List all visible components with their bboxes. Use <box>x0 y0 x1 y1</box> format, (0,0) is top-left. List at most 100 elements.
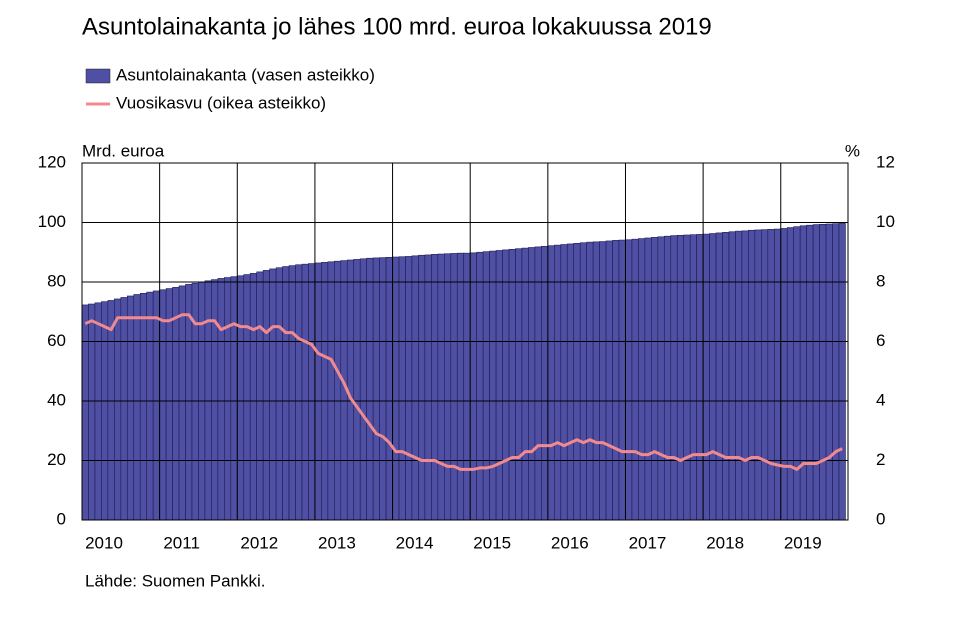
bar <box>586 241 594 521</box>
bar <box>469 252 477 521</box>
x-tick-label: 2014 <box>396 533 434 552</box>
bar <box>579 242 587 521</box>
y2-tick-label: 10 <box>876 212 895 231</box>
y-tick-label: 120 <box>38 152 66 171</box>
bar <box>366 257 374 521</box>
bar <box>372 257 380 521</box>
bar <box>405 256 413 521</box>
bar <box>107 300 115 521</box>
bar <box>282 266 290 521</box>
bar <box>444 253 452 521</box>
bar <box>644 237 652 521</box>
bar <box>94 302 102 521</box>
bar <box>689 234 697 521</box>
bar <box>398 256 406 521</box>
bar <box>411 255 419 521</box>
bar <box>230 276 238 521</box>
bar <box>262 270 270 521</box>
y2-tick-label: 4 <box>876 390 885 409</box>
y-axis-label: Mrd. euroa <box>82 141 165 160</box>
bar <box>463 252 471 521</box>
bar <box>392 256 400 521</box>
y-tick-label: 100 <box>38 212 66 231</box>
x-tick-label: 2019 <box>784 533 822 552</box>
y2-tick-label: 8 <box>876 271 885 290</box>
bar <box>728 231 736 521</box>
bar <box>819 223 827 521</box>
bar <box>651 237 659 521</box>
bar <box>456 252 465 521</box>
bar <box>592 241 600 521</box>
bar <box>773 228 782 521</box>
bar <box>528 247 536 521</box>
bar <box>605 240 613 521</box>
bar <box>657 236 665 521</box>
bar <box>541 246 549 521</box>
y-tick-label: 20 <box>47 450 66 469</box>
bar <box>88 303 96 521</box>
bar <box>812 224 820 521</box>
bar <box>715 232 723 521</box>
bar <box>554 244 562 521</box>
legend-label: Vuosikasvu (oikea asteikko) <box>116 93 326 112</box>
x-tick-label: 2011 <box>163 533 200 552</box>
bar <box>314 262 322 521</box>
bar <box>793 226 801 521</box>
bar <box>353 259 361 521</box>
bar <box>638 238 646 521</box>
bar <box>825 223 833 521</box>
bar <box>489 250 497 521</box>
bar <box>379 257 387 521</box>
bar <box>211 279 219 521</box>
bar <box>152 290 160 521</box>
bar <box>327 261 335 521</box>
bar <box>243 274 251 521</box>
x-tick-label: 2016 <box>551 533 589 552</box>
bar <box>722 232 730 521</box>
y2-tick-label: 0 <box>876 509 885 528</box>
x-tick-label: 2010 <box>85 533 123 552</box>
bar <box>741 230 749 521</box>
bar <box>269 268 277 521</box>
bar <box>359 258 367 521</box>
bar <box>159 289 167 521</box>
chart-title: Asuntolainakanta jo lähes 100 mrd. euroa… <box>82 13 712 40</box>
bar <box>534 246 542 521</box>
bar <box>702 233 710 521</box>
bar <box>786 227 794 521</box>
bar <box>249 273 257 521</box>
bar <box>754 229 762 521</box>
bar <box>748 229 756 521</box>
bar <box>599 241 607 521</box>
bar <box>120 297 128 521</box>
bar <box>256 271 264 521</box>
bar <box>172 287 180 521</box>
y2-tick-label: 6 <box>876 331 885 350</box>
bar <box>217 278 225 521</box>
bar <box>521 247 529 521</box>
bar <box>631 238 639 521</box>
bar <box>146 291 154 521</box>
bar <box>81 304 89 521</box>
bar <box>476 251 484 521</box>
bar <box>424 254 432 521</box>
bar <box>832 223 840 521</box>
bar <box>495 250 503 521</box>
x-tick-label: 2017 <box>629 533 667 552</box>
bar <box>301 263 309 521</box>
bar <box>334 260 342 521</box>
y-tick-label: 40 <box>47 390 66 409</box>
bar <box>767 229 775 521</box>
bar <box>101 301 109 521</box>
bar <box>308 263 316 521</box>
bar <box>418 254 426 521</box>
bar <box>321 262 329 521</box>
bar <box>502 249 510 521</box>
bar <box>508 248 516 521</box>
bar <box>683 234 691 521</box>
bar <box>547 245 555 521</box>
bar <box>709 233 717 521</box>
bar <box>663 235 672 521</box>
y-tick-label: 80 <box>47 271 66 290</box>
